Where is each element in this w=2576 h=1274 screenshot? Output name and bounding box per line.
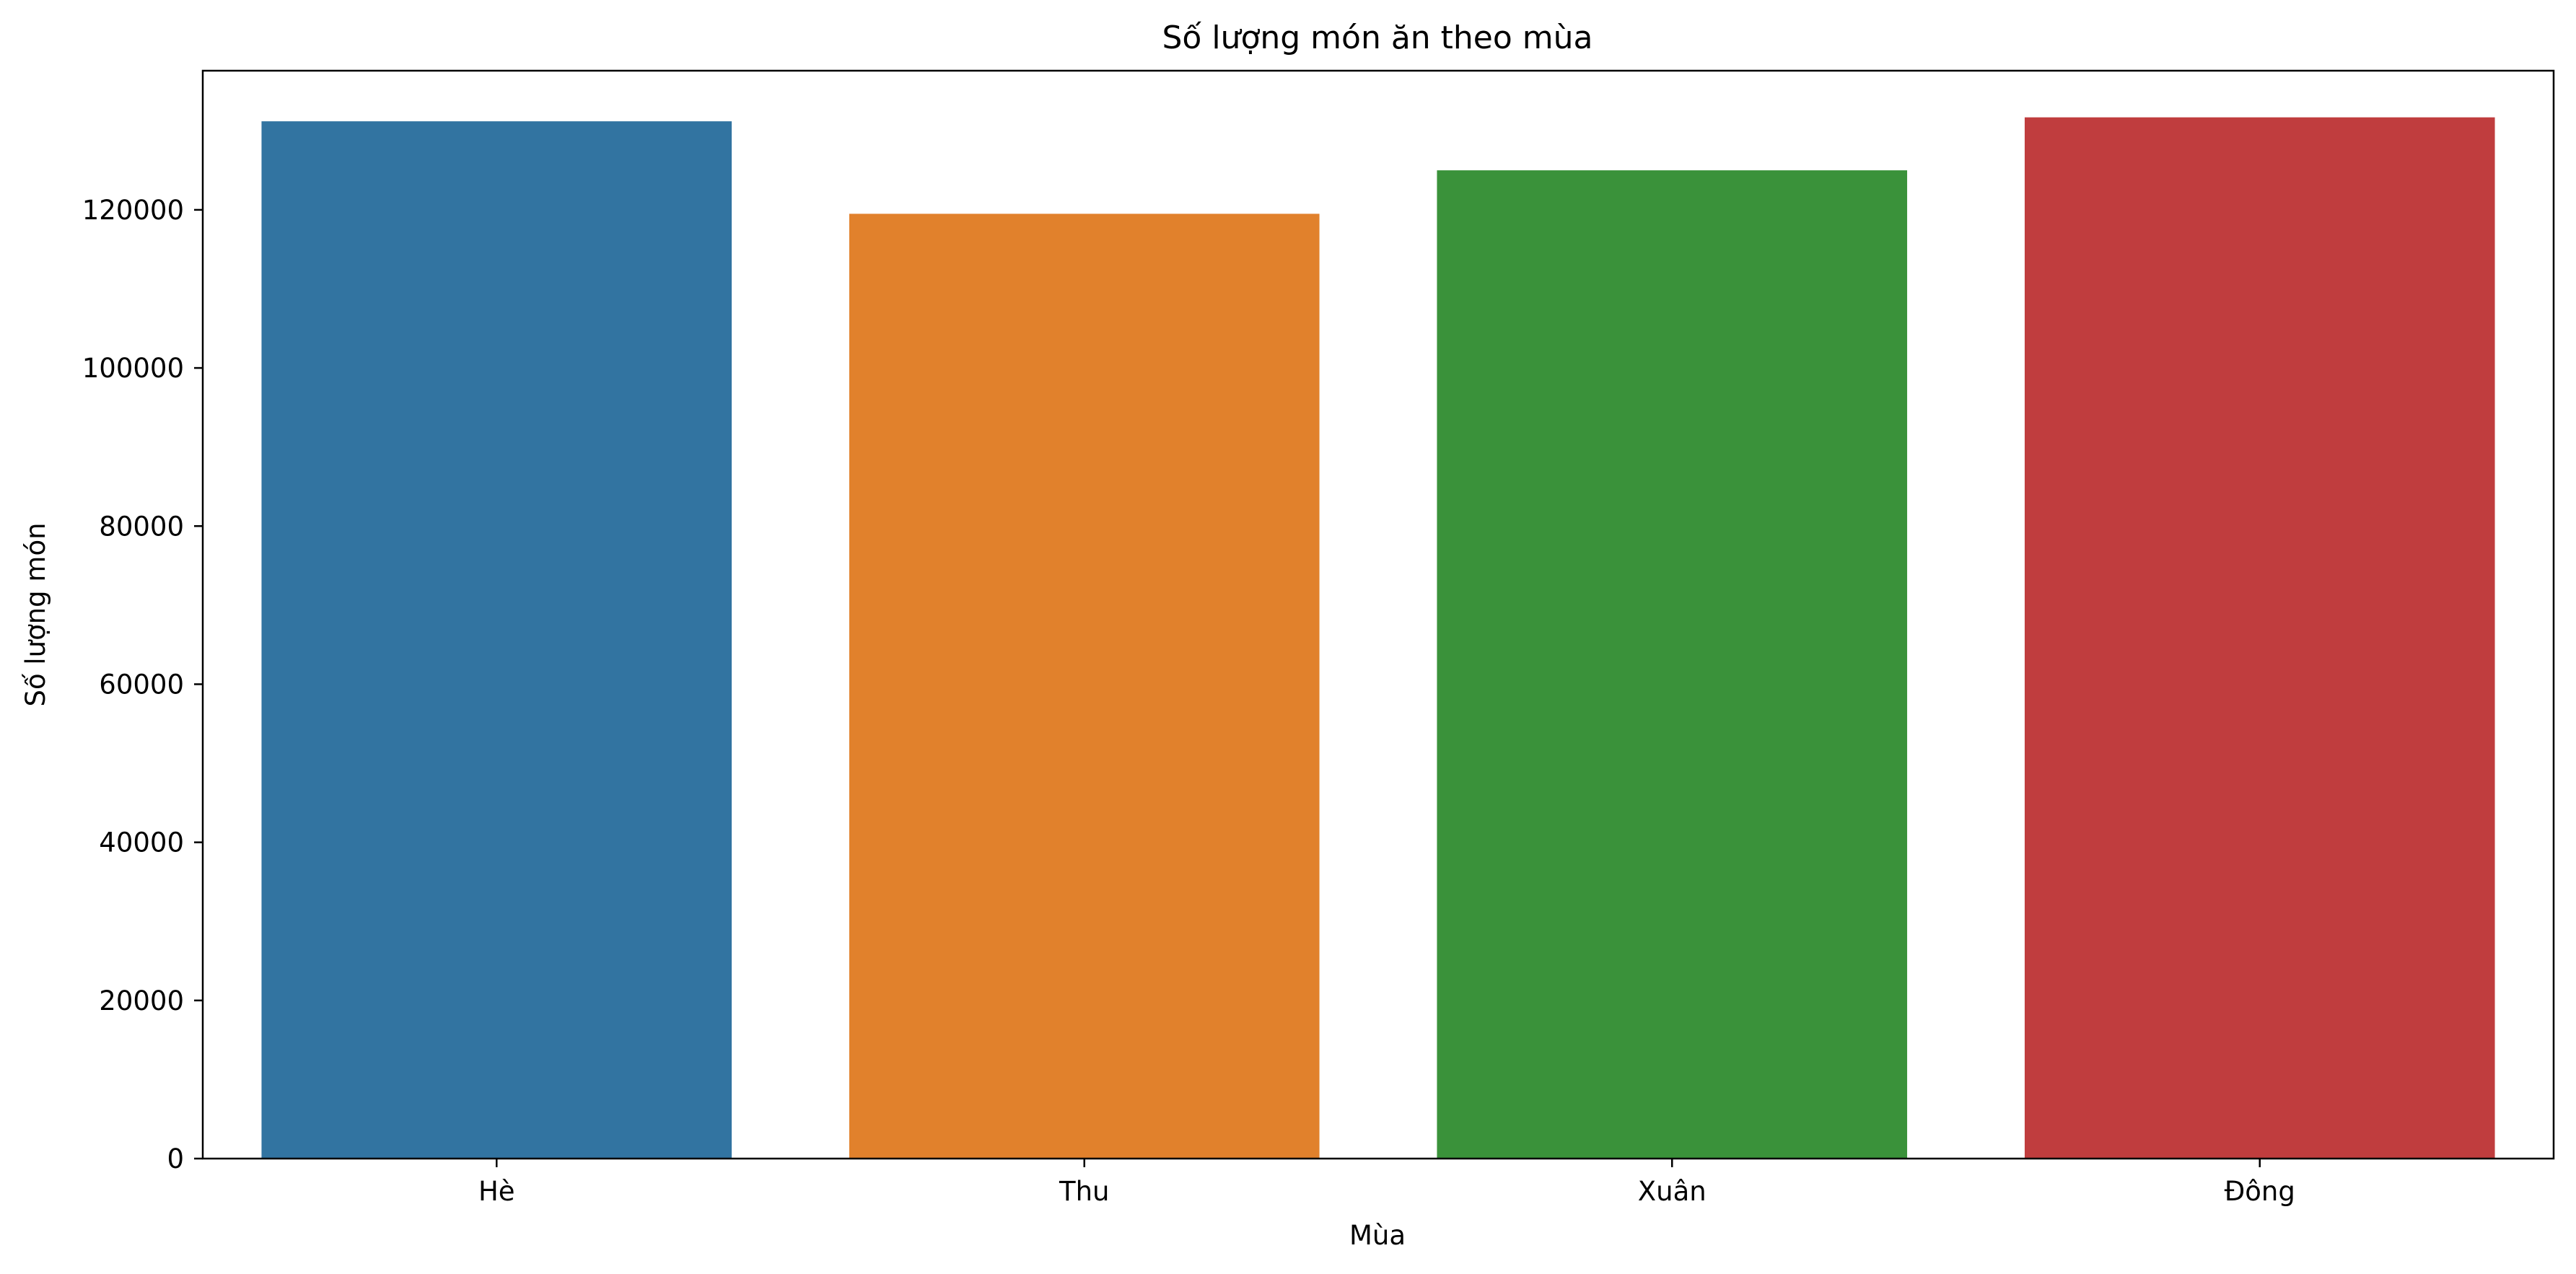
bar-1 [261,121,732,1159]
bars-group [261,117,2495,1159]
y-tick-label: 20000 [99,985,184,1016]
y-tick-label: 0 [167,1143,184,1174]
bar-2 [849,214,1320,1159]
y-tick-label: 80000 [99,511,184,542]
x-tick-label: Hè [478,1176,515,1207]
y-tick-label: 60000 [99,669,184,700]
bar-3 [1437,170,1908,1159]
x-axis-ticks: Hè Thu Xuân Đông [478,1159,2295,1207]
plot-frame [201,69,2555,1160]
y-tick-label: 120000 [82,195,184,226]
x-tick-label: Xuân [1638,1176,1707,1207]
chart-title: Số lượng món ăn theo mùa [1162,19,1593,56]
x-tick-label: Thu [1059,1176,1110,1207]
bar-4 [2024,117,2495,1159]
x-axis-label: Mùa [1349,1220,1406,1251]
y-axis-ticks: 0 20000 40000 60000 80000 100000 120000 [82,195,203,1174]
y-tick-label: 100000 [82,353,184,384]
y-axis-label: Số lượng món [20,522,51,706]
y-tick-label: 40000 [99,827,184,858]
x-tick-label: Đông [2225,1176,2295,1207]
